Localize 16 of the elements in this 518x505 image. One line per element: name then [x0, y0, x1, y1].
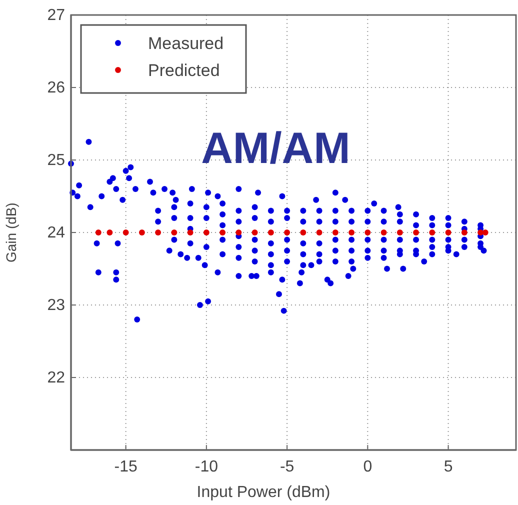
y-tick-label: 23	[47, 297, 66, 314]
y-tick-label: 26	[47, 80, 66, 97]
y-tick-label: 22	[47, 370, 66, 387]
x-tick-label: -5	[280, 458, 294, 476]
y-tick-label: 25	[47, 152, 66, 170]
x-tick-label: -10	[194, 458, 218, 476]
x-tick-label: 0	[363, 458, 372, 476]
x-tick-label: 5	[444, 458, 453, 476]
x-axis-title: Input Power (dBm)	[196, 484, 330, 501]
annotation: AM/AM	[201, 124, 350, 173]
y-tick-label: 27	[47, 7, 66, 24]
legend-label: Measured	[148, 34, 224, 53]
y-tick-label: 24	[47, 224, 66, 242]
x-tick-label: -15	[114, 458, 138, 476]
legend-label: Predicted	[148, 61, 220, 80]
y-axis-title: Gain (dB)	[3, 202, 19, 262]
